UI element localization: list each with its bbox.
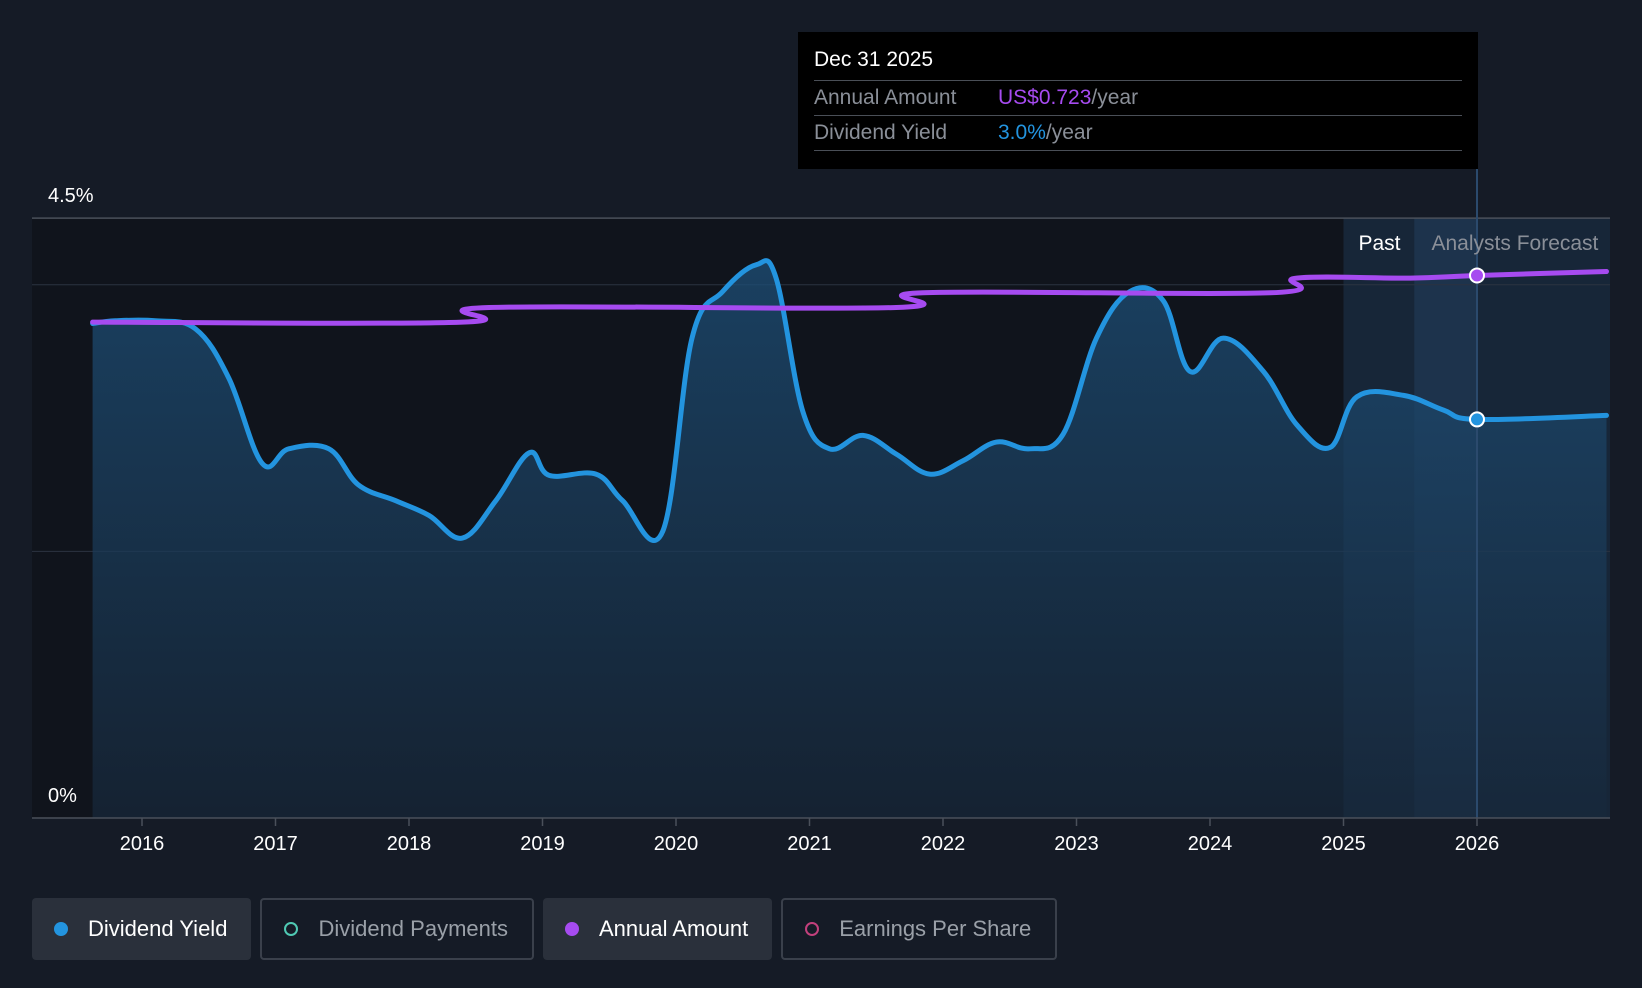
x-tick-label: 2016 [120,833,165,855]
x-tick-label: 2025 [1321,833,1366,855]
tooltip-annual-label: Annual Amount [814,86,957,109]
forecast-region-label: Analysts Forecast [1432,232,1599,255]
tooltip-yield-label: Dividend Yield [814,121,948,144]
tooltip-annual-unit: /year [1091,86,1139,109]
dividend-yield-line [90,258,1609,543]
legend: Dividend Yield Dividend Payments Annual … [32,898,1058,960]
earnings-per-share-ring-icon [805,922,820,936]
x-tick-label: 2021 [787,833,832,855]
x-tick-label: 2020 [654,833,699,855]
x-tick-label: 2026 [1455,833,1500,855]
x-axis-ticks: 2016 2017 2018 2019 2020 2021 2022 2023 2024 2025… [120,818,1500,855]
tooltip-annual-row: Annual Amount US$0.723/year [814,80,1462,115]
tooltip-date: Dec 31 2025 [814,48,934,71]
x-tick-label: 2022 [921,833,966,855]
x-tick-label: 2018 [387,833,432,855]
y-axis-bottom-label: 0% [48,785,77,807]
y-axis-top-label: 4.5% [48,185,94,207]
dividend-payments-ring-icon [284,922,299,936]
x-tick-label: 2019 [520,833,565,855]
x-tick-label: 2017 [253,833,298,855]
tooltip-yield-unit: /year [1045,121,1093,144]
dividend-yield-area [92,260,1607,818]
legend-dividend-yield[interactable]: Dividend Yield [32,898,252,960]
tooltip: Dec 31 2025 Annual Amount US$0.723/year … [798,32,1478,169]
legend-dividend-yield-label: Dividend Yield [88,916,228,941]
tooltip-annual-value: US$0.723 [998,86,1092,109]
tooltip-yield-value: 3.0% [998,121,1046,144]
past-region-label: Past [1358,232,1400,255]
annual-amount-line [90,269,1609,326]
tooltip-yield-row: Dividend Yield 3.0%/year [814,115,1462,151]
annual-amount-marker[interactable] [1469,267,1485,284]
legend-annual-amount[interactable]: Annual Amount [542,898,773,960]
legend-earnings-per-share-label: Earnings Per Share [839,916,1032,941]
legend-annual-amount-label: Annual Amount [598,916,749,941]
x-tick-label: 2023 [1054,833,1099,855]
legend-earnings-per-share[interactable]: Earnings Per Share [781,898,1058,960]
x-tick-label: 2024 [1188,833,1233,855]
dividend-yield-dot-icon [54,922,68,936]
dividend-yield-marker[interactable] [1469,411,1485,428]
legend-dividend-payments[interactable]: Dividend Payments [260,898,534,960]
legend-dividend-payments-label: Dividend Payments [318,916,508,941]
annual-amount-dot-icon [564,922,579,936]
